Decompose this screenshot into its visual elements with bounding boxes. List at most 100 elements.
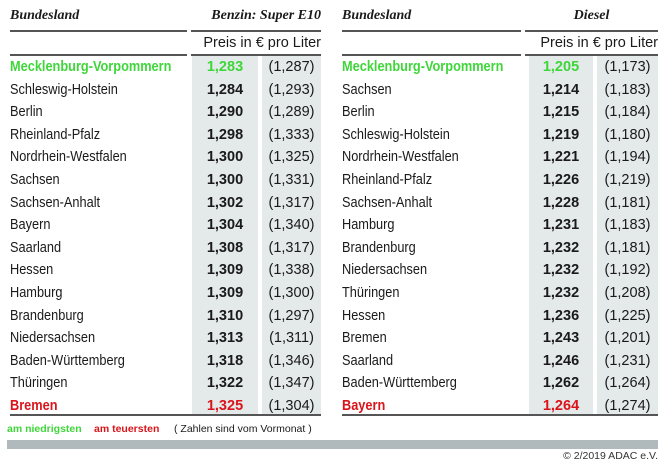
previous-price: (1,311) [269,330,314,347]
previous-price: (1,219) [604,172,651,188]
previous-price: (1,287) [268,59,315,75]
price-value: 1,262 [542,375,580,392]
table-row: Nordrhein-Westfalen 1,221 (1,194) [342,146,658,169]
divider [525,54,658,56]
table-row: Sachsen 1,300 (1,331) [10,169,321,192]
table-row: Bremen 1,243 (1,201) [342,327,658,350]
state-name: Berlin [342,104,375,121]
copyright: © 2/2019 ADAC e.V. [563,450,658,462]
table-row: Niedersachsen 1,232 (1,192) [342,259,658,282]
table-row: Brandenburg 1,310 (1,297) [10,305,321,328]
divider [10,54,187,56]
price-value: 1,236 [542,307,580,324]
previous-price: (1,225) [604,307,651,324]
previous-price: (1,192) [604,262,651,279]
table-row: Mecklenburg-Vorpommern 1,283 (1,287) [10,56,321,79]
table-row: Bayern 1,304 (1,340) [10,214,321,237]
state-name: Sachsen-Anhalt [342,194,433,211]
unit-label: Preis in € pro Liter [203,35,321,51]
price-value: 1,232 [542,285,580,301]
state-name: Sachsen [342,81,392,98]
price-column-bg [529,56,593,414]
previous-price: (1,317) [268,239,315,256]
price-value: 1,313 [206,330,244,347]
table-row: Rheinland-Pfalz 1,298 (1,333) [10,124,321,147]
state-name: Nordrhein-Westfalen [342,149,459,166]
table-row: Bayern 1,264 (1,274) [342,395,658,418]
table-row: Thüringen 1,232 (1,208) [342,282,658,305]
previous-price: (1,181) [604,239,651,256]
price-value: 1,232 [542,262,580,279]
table-row: Hessen 1,309 (1,338) [10,259,321,282]
previous-price: (1,289) [268,104,315,121]
table-row: Mecklenburg-Vorpommern 1,205 (1,173) [342,56,658,79]
previous-price: (1,347) [268,375,315,392]
table-row: Saarland 1,246 (1,231) [342,350,658,373]
legend-highest: am teuersten [94,423,160,435]
state-name: Mecklenburg-Vorpommern [10,59,172,75]
table-row: Brandenburg 1,232 (1,181) [342,237,658,260]
previous-price: (1,201) [604,330,651,347]
previous-price: (1,304) [268,398,315,414]
price-value: 1,300 [206,149,244,166]
price-value: 1,318 [206,352,244,369]
previous-price: (1,300) [268,285,315,301]
state-name: Saarland [342,352,394,369]
price-value: 1,221 [542,149,580,166]
state-name: Brandenburg [342,239,416,256]
price-value: 1,300 [206,172,244,188]
table-row: Bremen 1,325 (1,304) [10,395,321,418]
previous-price: (1,173) [604,59,651,75]
prev-column-bg [262,56,321,414]
previous-price: (1,183) [604,217,651,234]
state-name: Hessen [10,262,54,279]
price-value: 1,232 [542,239,580,256]
state-name: Hamburg [342,217,395,234]
state-name: Brandenburg [10,307,84,324]
price-value: 1,283 [206,59,244,75]
previous-price: (1,340) [268,217,315,234]
state-name: Thüringen [342,285,400,301]
price-value: 1,290 [206,104,244,121]
state-name: Schleswig-Holstein [10,81,118,98]
table-row: Saarland 1,308 (1,317) [10,237,321,260]
state-name: Baden-Württemberg [10,352,125,369]
table-row: Sachsen-Anhalt 1,302 (1,317) [10,192,321,215]
legend-note: ( Zahlen sind vom Vormonat ) [174,423,312,435]
previous-price: (1,331) [268,172,315,188]
price-value: 1,215 [542,104,580,121]
divider [191,30,321,32]
state-name: Schleswig-Holstein [342,126,450,143]
previous-price: (1,183) [604,81,651,98]
previous-price: (1,181) [604,194,651,211]
price-value: 1,246 [542,352,580,369]
table-row: Sachsen-Anhalt 1,228 (1,181) [342,192,658,215]
table-row: Hamburg 1,231 (1,183) [342,214,658,237]
price-value: 1,309 [206,262,244,279]
table-row: Sachsen 1,214 (1,183) [342,79,658,102]
price-value: 1,325 [206,398,244,414]
state-name: Thüringen [10,375,68,392]
state-name: Sachsen-Anhalt [10,194,101,211]
previous-price: (1,325) [268,149,315,166]
divider [342,54,521,56]
price-value: 1,308 [206,239,244,256]
legend-lowest: am niedrigsten [7,423,82,435]
state-name: Mecklenburg-Vorpommern [342,59,504,75]
state-name: Baden-Württemberg [342,375,457,392]
price-value: 1,322 [206,375,244,392]
previous-price: (1,184) [604,104,651,121]
previous-price: (1,194) [604,149,651,166]
state-name: Niedersachsen [342,262,428,279]
column-header-fuel: Benzin: Super E10 [211,8,321,23]
table-row: Berlin 1,215 (1,184) [342,101,658,124]
prev-column-bg [597,56,658,414]
table-row: Baden-Württemberg 1,262 (1,264) [342,372,658,395]
divider [525,30,658,32]
price-value: 1,298 [206,126,244,143]
state-name: Bremen [10,398,58,414]
price-value: 1,264 [542,398,580,414]
table-row: Schleswig-Holstein 1,284 (1,293) [10,79,321,102]
state-name: Bayern [10,217,51,234]
state-name: Niedersachsen [10,330,96,347]
